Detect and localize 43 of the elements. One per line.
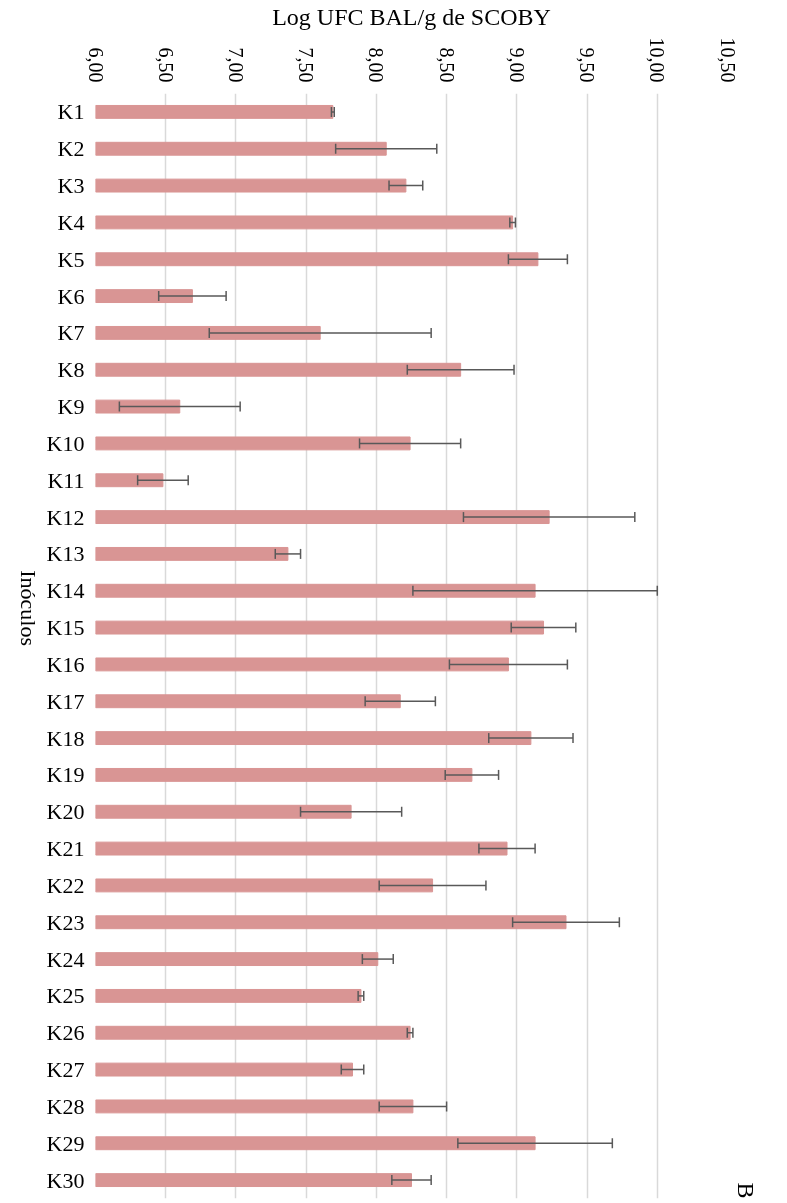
x-tick-label: 9,50: [576, 47, 599, 83]
y-tick-label: K5: [57, 246, 85, 272]
x-tick-label: 8,00: [365, 47, 388, 83]
y-tick-label: K7: [57, 320, 85, 346]
y-tick-label: K8: [57, 357, 85, 383]
x-tick-label: 7,00: [224, 47, 247, 83]
y-axis-title: Inóculos: [16, 570, 42, 646]
y-tick-label: K2: [57, 136, 85, 162]
y-tick-label: K1: [57, 99, 85, 125]
y-tick-label: K11: [47, 467, 85, 493]
y-tick-label: K22: [46, 872, 85, 898]
y-tick-label: K4: [57, 209, 85, 235]
y-tick-label: K27: [46, 1057, 85, 1083]
y-tick-label: K26: [46, 1020, 85, 1046]
y-tick-label: K24: [46, 946, 85, 972]
y-tick-label: K17: [46, 688, 85, 714]
y-tick-label: K19: [46, 762, 85, 788]
y-tick-label: K12: [46, 504, 85, 530]
y-tick-label: K30: [46, 1167, 85, 1193]
y-tick-label: K16: [46, 651, 85, 677]
text: B: [732, 1182, 759, 1199]
x-tick-label: 6,00: [84, 47, 107, 83]
y-tick-label: K23: [46, 909, 85, 935]
x-tick-label: 9,00: [505, 47, 528, 83]
y-tick-label: K25: [46, 983, 85, 1009]
y-tick-label: K21: [46, 836, 85, 862]
x-tick-label: 6,50: [154, 47, 177, 83]
y-tick-label: K9: [57, 394, 85, 420]
x-tick-label: 10,50: [716, 37, 739, 83]
y-tick-label: K10: [46, 430, 85, 456]
y-tick-label: K3: [57, 173, 85, 199]
x-tick-label: 10,00: [646, 37, 669, 83]
x-tick-label: 8,50: [435, 47, 458, 83]
x-axis-title: Log UFC BAL/g de SCOBY: [272, 3, 551, 30]
y-tick-label: K15: [46, 615, 85, 641]
y-tick-label: K14: [46, 578, 85, 604]
y-tick-label: K28: [46, 1093, 85, 1119]
y-tick-label: K6: [57, 283, 85, 309]
x-tick-label: 7,50: [295, 47, 318, 83]
y-tick-label: K13: [46, 541, 85, 567]
y-tick-label: K29: [46, 1130, 85, 1156]
y-tick-label: K18: [46, 725, 85, 751]
y-tick-label: K20: [46, 799, 85, 825]
